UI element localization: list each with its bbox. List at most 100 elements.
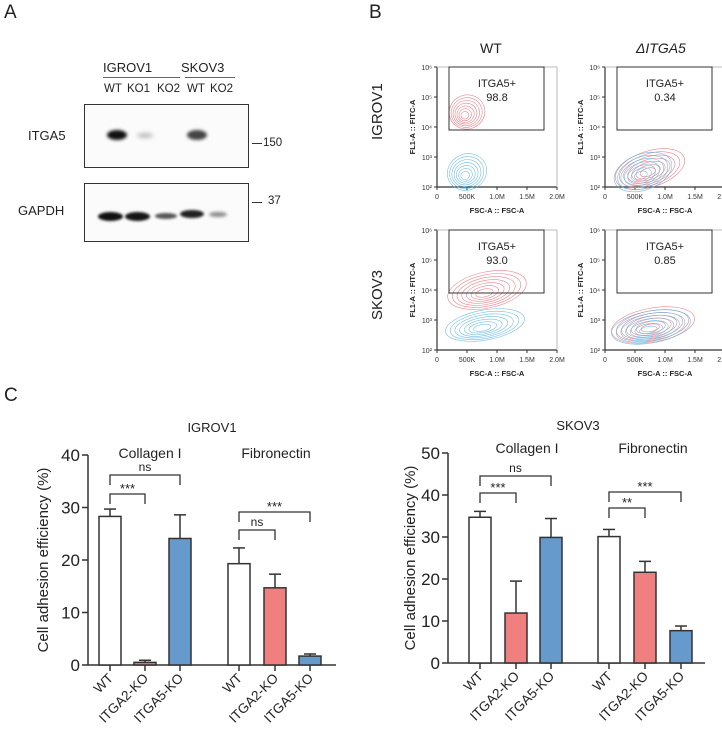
panel-a-letter: A bbox=[4, 2, 17, 23]
bar bbox=[468, 516, 492, 664]
flow-contour bbox=[624, 161, 660, 187]
flow-x-axis-label: FSC-A :: FSC-A bbox=[638, 369, 693, 378]
flow-x-axis-label: FSC-A :: FSC-A bbox=[638, 206, 693, 215]
significance-bracket bbox=[109, 493, 146, 504]
y-tick-label: 40 bbox=[61, 446, 80, 465]
bar bbox=[597, 535, 621, 664]
flow-contour bbox=[450, 97, 483, 128]
flow-x-tick-label: 2.0M bbox=[549, 357, 565, 364]
cell-line-igrov1-label: IGROV1 bbox=[103, 60, 153, 75]
flow-y-tick-label: 10³ bbox=[590, 318, 601, 325]
flow-contour bbox=[615, 312, 686, 343]
flow-x-tick-label: 1.5M bbox=[519, 194, 535, 201]
gate-box bbox=[448, 229, 545, 294]
flow-contour bbox=[458, 108, 472, 122]
flow-contour bbox=[447, 270, 527, 310]
flow-contour bbox=[611, 309, 691, 345]
panel-b-letter: B bbox=[369, 2, 382, 23]
gate-value: 0.85 bbox=[654, 255, 675, 267]
blot-band bbox=[155, 213, 177, 219]
gapdh-blot bbox=[84, 183, 249, 242]
flow-x-tick-label: 1.0M bbox=[489, 357, 505, 364]
flow-y-axis-label: FL1-A :: FITC-A bbox=[576, 99, 585, 154]
flow-contour bbox=[634, 170, 648, 180]
bar bbox=[539, 536, 563, 664]
flow-y-axis-label: FL1-A :: FITC-A bbox=[576, 262, 585, 317]
bar bbox=[227, 562, 251, 666]
flow-contour bbox=[629, 320, 669, 338]
blot-protein-label: ITGA5 bbox=[28, 128, 66, 143]
chart-title: IGROV1 bbox=[187, 420, 236, 435]
x-tick-label: WT bbox=[91, 671, 116, 696]
y-tick-label: 30 bbox=[61, 499, 80, 518]
flow-contour bbox=[454, 313, 514, 339]
significance-label: *** bbox=[637, 479, 652, 494]
y-tick-label: 10 bbox=[61, 604, 80, 623]
flow-contour bbox=[454, 102, 478, 125]
gate-box bbox=[616, 66, 713, 131]
flow-x-tick-label: 1.5M bbox=[519, 357, 535, 364]
flow-contour bbox=[470, 285, 499, 300]
group-label: Fibronectin bbox=[241, 445, 310, 461]
flow-y-tick-label: 10⁵ bbox=[421, 258, 432, 265]
significance-bracket bbox=[479, 492, 517, 503]
flow-y-tick-label: 10⁴ bbox=[589, 288, 600, 295]
flow-contour bbox=[460, 171, 470, 180]
significance-label: *** bbox=[490, 480, 505, 495]
flow-x-tick-label: 500K bbox=[459, 194, 476, 201]
bar bbox=[504, 612, 528, 664]
bar bbox=[98, 515, 122, 666]
significance-label: ns bbox=[251, 515, 264, 529]
flow-y-tick-label: 10² bbox=[590, 185, 601, 192]
flow-contour bbox=[452, 273, 522, 308]
marker-tick bbox=[252, 202, 262, 203]
blot-band bbox=[209, 212, 227, 217]
flow-contour bbox=[625, 317, 675, 340]
flow-contour bbox=[456, 276, 516, 306]
flow-y-tick-label: 10⁵ bbox=[589, 258, 600, 265]
flow-x-tick-label: 0 bbox=[435, 357, 439, 364]
flow-x-tick-label: 1.5M bbox=[687, 357, 703, 364]
flow-contour bbox=[463, 318, 503, 336]
flow-contour bbox=[631, 317, 672, 336]
flow-y-tick-label: 10⁶ bbox=[589, 65, 600, 72]
flow-x-tick-label: 1.0M bbox=[657, 357, 673, 364]
blot-band bbox=[187, 130, 207, 140]
flow-contour bbox=[473, 323, 492, 332]
flow-x-tick-label: 500K bbox=[627, 194, 644, 201]
cell-line-skov3-label: SKOV3 bbox=[181, 60, 225, 75]
flow-contour bbox=[459, 316, 509, 337]
flow-contour bbox=[452, 100, 480, 127]
significance-bracket bbox=[479, 475, 552, 486]
flow-contour bbox=[620, 158, 664, 189]
flow-column-title-ditga5: ΔITGA5 bbox=[636, 40, 686, 56]
flow-contour bbox=[449, 156, 485, 189]
flow-x-tick-label: 500K bbox=[627, 357, 644, 364]
flow-x-tick-label: 0 bbox=[435, 194, 439, 201]
flow-contour bbox=[634, 323, 663, 336]
flow-contour bbox=[447, 153, 487, 191]
flow-contour bbox=[451, 159, 482, 188]
flow-x-tick-label: 2.0M bbox=[717, 357, 722, 364]
flow-y-axis-label: FL1-A :: FITC-A bbox=[408, 262, 417, 317]
bar bbox=[669, 629, 693, 664]
flow-y-tick-label: 10⁵ bbox=[589, 95, 600, 102]
flow-x-tick-label: 0 bbox=[603, 357, 607, 364]
flow-contour bbox=[613, 151, 673, 193]
gate-value: 93.0 bbox=[486, 255, 507, 267]
flow-contour bbox=[453, 162, 479, 186]
significance-bracket bbox=[238, 529, 276, 540]
flow-y-tick-label: 10⁴ bbox=[589, 125, 600, 132]
skov3-underline bbox=[185, 77, 235, 78]
significance-label: *** bbox=[120, 481, 135, 496]
flow-x-tick-label: 1.0M bbox=[489, 194, 505, 201]
significance-bracket bbox=[608, 507, 646, 518]
flow-contour bbox=[475, 288, 494, 298]
gate-label: ITGA5+ bbox=[646, 78, 684, 90]
gate-box bbox=[616, 229, 713, 294]
y-tick-label: 10 bbox=[421, 612, 440, 631]
